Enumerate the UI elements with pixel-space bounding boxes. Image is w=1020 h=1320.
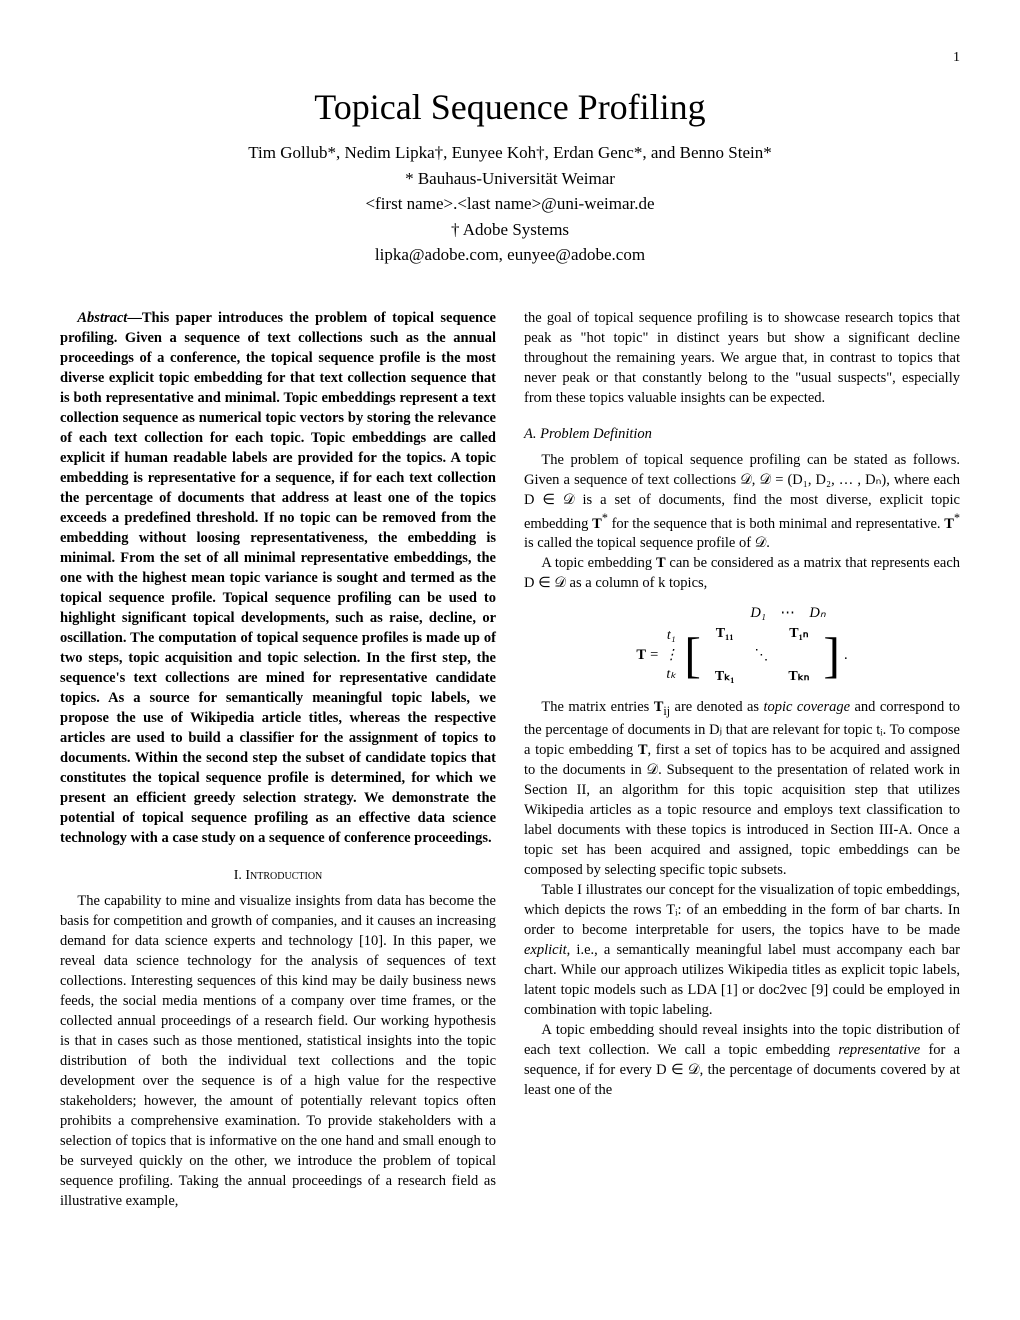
matrix-right-bracket: ] <box>823 630 840 680</box>
abstract-text: —This paper introduces the problem of to… <box>60 310 496 846</box>
matrix-equation: D₁ ⋯ Dₙ T = t₁ ⋮ tₖ [ <box>524 603 960 687</box>
authors-block: Tim Gollub*, Nedim Lipka†, Eunyee Koh†, … <box>60 140 960 268</box>
probdef-p2: A topic embedding T can be considered as… <box>524 553 960 593</box>
matrix-cell-13: T₁ₙ <box>778 623 819 644</box>
matrix-cell-12 <box>744 623 778 644</box>
matrix-eq: = <box>650 645 658 665</box>
probdef-p1c: for the sequence that is both minimal an… <box>608 515 944 531</box>
authors-line: Tim Gollub*, Nedim Lipka†, Eunyee Koh†, … <box>248 143 771 162</box>
affiliation-dagger: † Adobe Systems <box>451 220 569 239</box>
after-matrix-p1: The matrix entries Tij are denoted as to… <box>524 697 960 880</box>
matrix-cell-22: ⋱ <box>744 645 778 666</box>
abstract-paragraph: Abstract—This paper introduces the probl… <box>60 308 496 848</box>
am-p1d: , first a set of topics has to be acquir… <box>524 742 960 878</box>
paper-page: 1 Topical Sequence Profiling Tim Gollub*… <box>0 0 1020 1251</box>
affiliation-star: * Bauhaus-Universität Weimar <box>405 169 615 188</box>
matrix-header-1: D₁ <box>750 605 766 621</box>
matrix-row-labels: t₁ ⋮ tₖ <box>662 624 680 686</box>
am-p2b: , i.e., a semantically meaningful label … <box>524 942 960 1018</box>
matrix-cell-32 <box>744 666 778 687</box>
am-Tbold2: T <box>638 742 648 758</box>
after-matrix-p3: A topic embedding should reveal insights… <box>524 1020 960 1100</box>
matrix-cell-31: Tₖ₁ <box>705 666 745 687</box>
am-p2a: Table I illustrates our concept for the … <box>524 882 960 938</box>
two-column-body: Abstract—This paper introduces the probl… <box>60 308 960 1211</box>
matrix-header-3: Dₙ <box>809 605 825 621</box>
col2-paragraph-1: the goal of topical sequence profiling i… <box>524 308 960 408</box>
page-number: 1 <box>60 50 960 66</box>
intro-paragraph-1: The capability to mine and visualize ins… <box>60 891 496 1211</box>
right-column: the goal of topical sequence profiling i… <box>524 308 960 1211</box>
matrix-rowlab-2: ⋮ <box>664 646 678 665</box>
matrix-header-2: ⋯ <box>780 605 795 621</box>
am-p1b: are denoted as <box>670 699 763 715</box>
am-T: T <box>654 699 664 715</box>
paper-title: Topical Sequence Profiling <box>60 86 960 128</box>
matrix-cell-33: Tₖₙ <box>778 666 819 687</box>
probdef-Tstar1: T <box>592 515 602 531</box>
probdef-Tstar2: T <box>944 515 954 531</box>
probdef-star2: * <box>954 511 960 525</box>
matrix-rowlab-1: t₁ <box>664 626 678 645</box>
probdef-seq-symbol: 𝒟, 𝒟 = (D₁, D₂, … , Dₙ) <box>740 472 886 488</box>
matrix-cell-23 <box>778 645 819 666</box>
abstract-label: Abstract <box>77 310 127 326</box>
matrix-T: T <box>636 645 646 665</box>
probdef-p1: The problem of topical sequence profilin… <box>524 450 960 554</box>
section-1-heading: I. Introduction <box>60 866 496 885</box>
probdef-Tbold: T <box>656 555 666 571</box>
matrix-body: T₁₁ T₁ₙ ⋱ Tₖ₁ <box>705 623 819 687</box>
left-column: Abstract—This paper introduces the probl… <box>60 308 496 1211</box>
affiliation-star-email: <first name>.<last name>@uni-weimar.de <box>365 194 654 213</box>
am-p3em: representative <box>838 1042 920 1058</box>
matrix-suffix: . <box>844 645 848 665</box>
after-matrix-p2: Table I illustrates our concept for the … <box>524 880 960 1020</box>
am-p2em: explicit <box>524 942 567 958</box>
probdef-p2a: A topic embedding <box>541 555 656 571</box>
matrix-cell-11: T₁₁ <box>705 623 745 644</box>
matrix-left-bracket: [ <box>684 630 701 680</box>
matrix-rowlab-3: tₖ <box>664 665 678 684</box>
am-em: topic coverage <box>764 699 851 715</box>
subsection-a-heading: A. Problem Definition <box>524 424 960 444</box>
section-1-num: I. <box>234 868 242 883</box>
am-p1a: The matrix entries <box>541 699 653 715</box>
probdef-p1d: is called the topical sequence profile o… <box>524 535 770 551</box>
section-1-title: Introduction <box>245 868 322 883</box>
affiliation-dagger-email: lipka@adobe.com, eunyee@adobe.com <box>375 245 645 264</box>
matrix-cell-21 <box>705 645 745 666</box>
